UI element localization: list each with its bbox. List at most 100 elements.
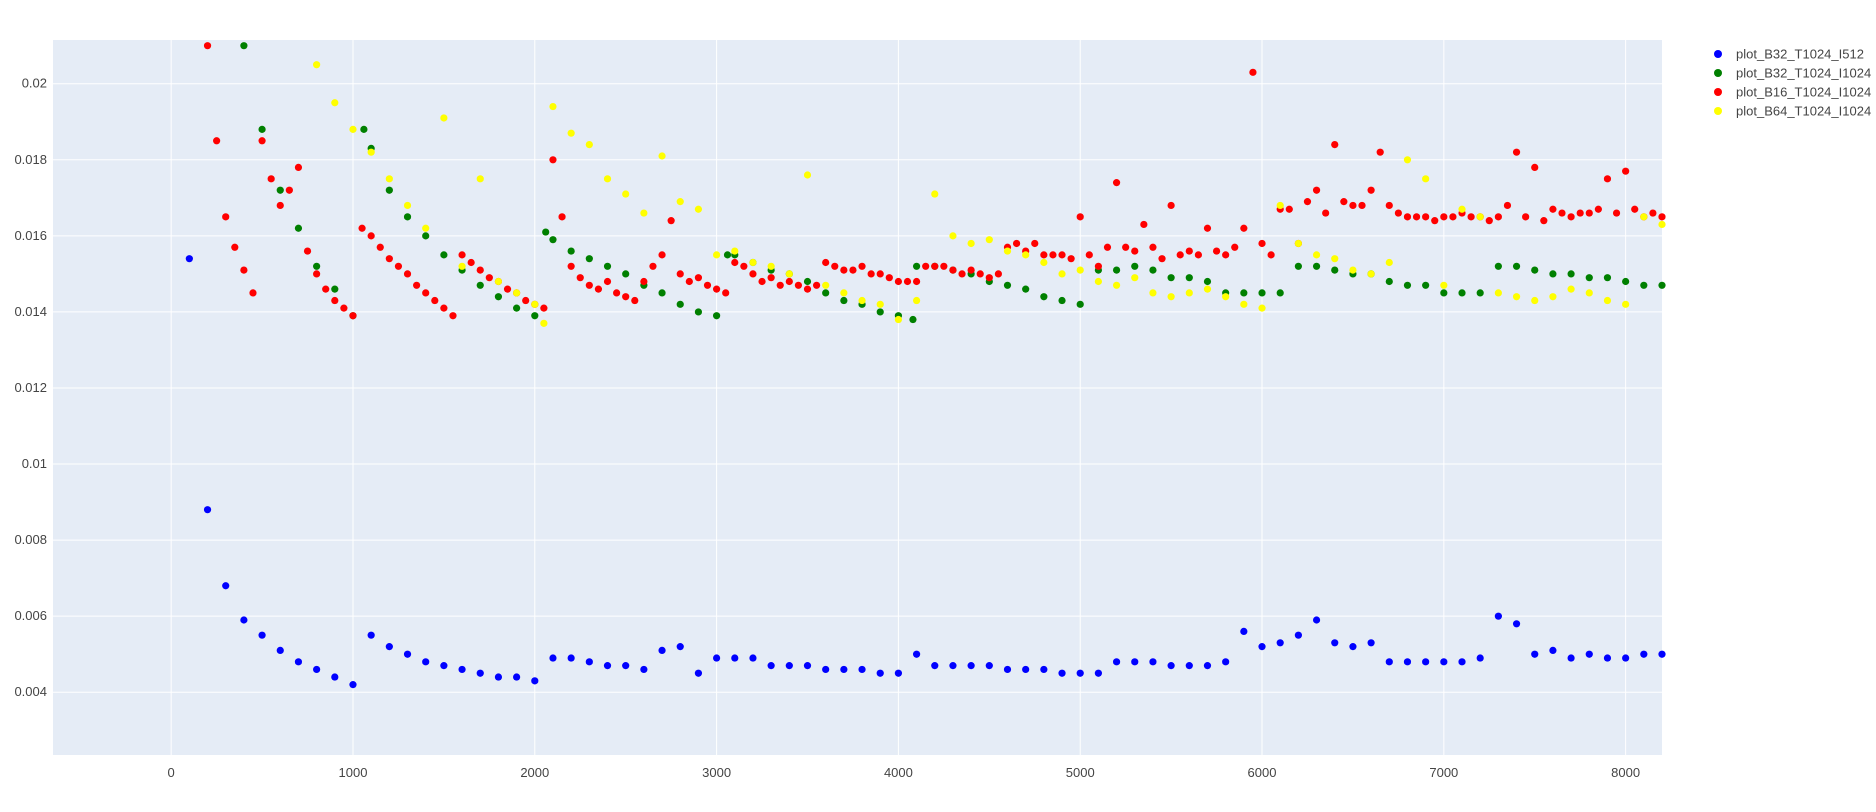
- data-point: [1458, 289, 1466, 297]
- data-point: [1040, 293, 1048, 301]
- data-point: [1222, 251, 1230, 259]
- data-point: [549, 102, 557, 111]
- data-point: [640, 209, 648, 217]
- data-point: [231, 243, 239, 251]
- data-point: [567, 247, 575, 255]
- data-point: [622, 662, 630, 670]
- data-point: [985, 274, 993, 282]
- data-point: [549, 654, 557, 662]
- data-point: [403, 270, 412, 278]
- data-point: [385, 643, 393, 651]
- data-point: [767, 662, 775, 670]
- data-point: [1403, 156, 1412, 164]
- data-point: [622, 190, 630, 198]
- data-point: [294, 658, 303, 666]
- data-point: [1167, 293, 1175, 301]
- data-point: [285, 186, 293, 194]
- x-tick-label: 6000: [1248, 765, 1277, 780]
- data-point: [1131, 247, 1139, 255]
- data-point: [694, 205, 703, 213]
- data-point: [1367, 639, 1375, 647]
- data-point: [1367, 270, 1375, 278]
- data-point: [1622, 167, 1630, 175]
- data-point: [1231, 243, 1239, 251]
- data-point: [1112, 658, 1121, 666]
- data-point: [1258, 643, 1266, 651]
- y-tick-label: 0.01: [22, 456, 47, 471]
- data-point: [1040, 665, 1048, 674]
- data-point: [723, 251, 732, 259]
- data-point: [294, 224, 303, 232]
- data-point: [703, 281, 712, 289]
- data-point: [1358, 201, 1366, 210]
- data-point: [331, 296, 339, 305]
- data-point: [185, 255, 193, 263]
- data-point: [1249, 68, 1257, 76]
- data-point: [912, 296, 921, 305]
- data-point: [513, 304, 521, 312]
- data-point: [949, 266, 957, 274]
- data-point: [1040, 258, 1048, 267]
- data-point: [440, 304, 448, 312]
- y-tick-label: 0.016: [14, 228, 47, 243]
- data-point: [622, 293, 630, 301]
- y-tick-label: 0.012: [14, 380, 47, 395]
- data-point: [1567, 285, 1575, 293]
- gridlines: [53, 40, 1662, 755]
- data-point: [567, 654, 575, 662]
- data-point: [1640, 650, 1648, 658]
- data-point: [1185, 289, 1193, 297]
- data-points: [185, 42, 1666, 689]
- data-point: [1412, 213, 1421, 221]
- data-point: [503, 285, 512, 293]
- legend-label: plot_B16_T1024_I1024: [1736, 85, 1871, 100]
- data-point: [1603, 274, 1612, 282]
- data-point: [794, 281, 803, 289]
- data-point: [912, 262, 921, 270]
- data-point: [213, 137, 221, 145]
- data-point: [1422, 175, 1430, 183]
- data-point: [1467, 213, 1475, 221]
- data-point: [803, 171, 812, 179]
- data-point: [467, 258, 475, 267]
- data-point: [1531, 296, 1539, 305]
- data-point: [422, 658, 430, 666]
- data-point: [1603, 296, 1612, 305]
- data-point: [1131, 262, 1139, 270]
- x-tick-label: 2000: [520, 765, 549, 780]
- y-tick-label: 0.004: [14, 684, 47, 699]
- data-point: [912, 277, 921, 286]
- data-point: [1422, 213, 1430, 221]
- series-plot_B32_T1024_I1024: [240, 42, 1666, 324]
- data-point: [313, 262, 321, 270]
- data-point: [1240, 300, 1248, 308]
- data-point: [822, 289, 830, 297]
- data-point: [313, 61, 321, 69]
- data-point: [1385, 277, 1393, 286]
- data-point: [603, 262, 612, 270]
- data-point: [1585, 209, 1593, 217]
- legend: plot_B32_T1024_I512 plot_B32_T1024_I1024p…: [1714, 47, 1871, 119]
- x-tick-label: 0: [168, 765, 175, 780]
- data-point: [331, 673, 339, 681]
- data-point: [949, 232, 957, 240]
- data-point: [1076, 669, 1084, 677]
- data-point: [1603, 175, 1612, 183]
- data-point: [1240, 289, 1248, 297]
- data-point: [542, 228, 550, 236]
- data-point: [731, 247, 739, 255]
- data-point: [740, 262, 748, 270]
- data-point: [603, 277, 612, 286]
- data-point: [885, 274, 893, 282]
- legend-marker: [1714, 107, 1722, 115]
- data-point: [485, 274, 493, 282]
- data-point: [876, 669, 884, 677]
- data-point: [994, 270, 1003, 278]
- data-point: [422, 289, 430, 297]
- data-point: [1476, 654, 1484, 662]
- data-point: [1494, 262, 1502, 270]
- data-point: [458, 665, 466, 674]
- data-point: [1203, 285, 1212, 293]
- legend-marker: [1714, 69, 1722, 77]
- data-point: [1112, 266, 1121, 274]
